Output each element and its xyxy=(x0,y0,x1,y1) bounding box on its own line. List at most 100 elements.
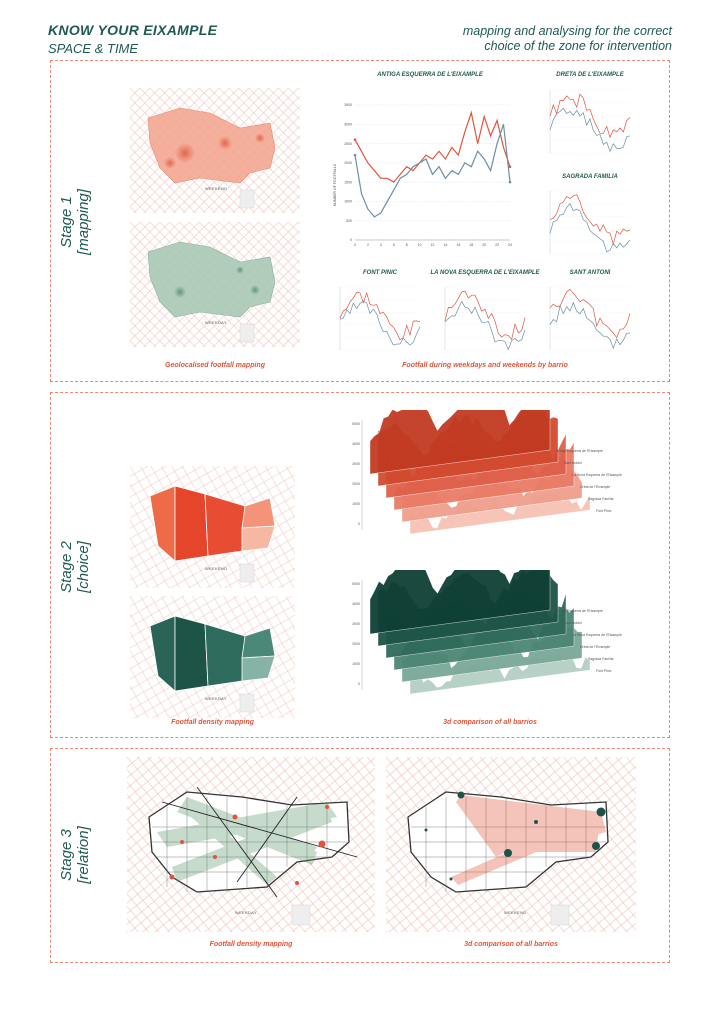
street-grid-map xyxy=(130,88,300,213)
series-label: Font Pinic xyxy=(596,509,612,513)
small-line-chart-sagrada xyxy=(549,190,631,255)
small-chart-title: SANT ANTONI xyxy=(569,270,611,276)
stage1-label-line2: [mapping] xyxy=(75,189,92,255)
map-label: WEEKEND xyxy=(205,566,228,571)
y-tick-label: 1000 xyxy=(352,662,360,666)
relation-network-map xyxy=(127,757,375,932)
x-tick-label: 16 xyxy=(456,243,460,247)
y-tick-label: 2000 xyxy=(352,642,360,646)
y-tick-label: 0 xyxy=(350,238,352,242)
series-label: Sagrada Familia xyxy=(588,497,614,501)
series-label: Font Pinic xyxy=(596,669,612,673)
barrio-density-map xyxy=(130,596,295,718)
x-tick-label: 18 xyxy=(469,243,473,247)
series-weekday-line xyxy=(354,110,511,183)
y-tick-label: 5000 xyxy=(352,582,360,586)
y-tick-label: 0 xyxy=(358,682,360,686)
stage1-label: Stage 1 [mapping] xyxy=(58,167,92,277)
series-line xyxy=(339,291,421,341)
stage1-label-line1: Stage 1 xyxy=(58,196,75,248)
stage2-caption-right: 3d comparison of all barrios xyxy=(443,719,537,726)
page-tagline: mapping and analysing for the correct ch… xyxy=(372,24,672,54)
series-line xyxy=(549,194,631,246)
map-label: WEEKEND xyxy=(504,910,527,915)
street-grid-map xyxy=(130,222,300,347)
series-endpoint xyxy=(508,165,512,169)
stage2-label: Stage 2 [choice] xyxy=(58,512,92,622)
series-line xyxy=(549,288,631,339)
y-tick-label: 3000 xyxy=(352,462,360,466)
x-tick-label: 10 xyxy=(418,243,422,247)
map-label: WEEKDAY xyxy=(205,696,227,701)
series-line xyxy=(339,300,421,346)
map-label: WEEKEND xyxy=(205,186,228,191)
stage2-panel xyxy=(50,392,670,738)
stage2-label-line1: Stage 2 xyxy=(58,541,75,593)
main-chart-ylabel: NUMBER OF FOOTFALLS xyxy=(333,163,337,206)
small-line-chart-nova-esquerra xyxy=(444,286,526,351)
main-line-chart: NUMBER OF FOOTFALLS 0 500 1000 1500 2000 2500… xyxy=(333,103,512,247)
ridge-series xyxy=(369,410,551,475)
stage3-caption-left: Footfall density mapping xyxy=(209,941,293,948)
y-tick-label: 5000 xyxy=(352,422,360,426)
series-line xyxy=(444,290,526,341)
page-title: KNOW YOUR EIXAMPLE xyxy=(48,22,218,38)
series-line xyxy=(549,203,631,253)
x-tick-label: 12 xyxy=(431,243,435,247)
page-subtitle: SPACE & TIME xyxy=(48,41,139,56)
small-line-chart-sant-antoni xyxy=(549,286,631,351)
small-chart-title: LA NOVA ESQUERRA DE L'EIXAMPLE xyxy=(430,270,540,276)
series-weekend-line xyxy=(354,124,511,218)
series-endpoint xyxy=(353,153,357,157)
x-tick-label: 2 xyxy=(367,243,369,247)
map-label: WEEKDAY xyxy=(235,910,257,915)
series-label: Dreta de l'Eixample xyxy=(580,485,610,489)
stage3-caption-right: 3d comparison of all barrios xyxy=(464,941,558,948)
3d-ridge-chart-weekend: 5000 4000 3000 2000 1000 0 Font Pinic Sagrada F… xyxy=(352,410,622,535)
series-label: Sant Antoni xyxy=(564,461,582,465)
stage3-label: Stage 3 [relation] xyxy=(58,800,92,910)
x-tick-label: 14 xyxy=(443,243,447,247)
small-line-chart-font-pinic xyxy=(339,286,421,351)
stage3-map-weekday: WEEKDAY xyxy=(127,757,375,932)
stage1-caption-left: Geolocalised footfall mapping xyxy=(165,362,265,369)
x-tick-label: 6 xyxy=(393,243,395,247)
series-line xyxy=(549,107,631,153)
x-tick-label: 4 xyxy=(380,243,382,247)
barrio-density-map xyxy=(130,466,295,588)
y-tick-label: 2000 xyxy=(352,482,360,486)
series-label: Sant Antoni xyxy=(564,621,582,625)
series-endpoint xyxy=(508,180,512,184)
series-line xyxy=(549,301,631,350)
small-chart-title: FONT PINIC xyxy=(363,270,397,276)
stage1-map-weekday: WEEKDAY xyxy=(130,222,300,347)
small-chart-title: SAGRADA FAMILIA xyxy=(562,174,618,180)
stage2-map-weekday: WEEKDAY xyxy=(130,596,295,718)
stage3-label-line2: [relation] xyxy=(75,826,92,884)
relation-network-map xyxy=(386,757,636,932)
y-tick-label: 3500 xyxy=(344,103,352,107)
series-line xyxy=(549,93,631,139)
y-tick-label: 2500 xyxy=(344,142,352,146)
y-tick-label: 500 xyxy=(346,219,352,223)
y-tick-label: 2000 xyxy=(344,161,352,165)
y-tick-label: 4000 xyxy=(352,602,360,606)
stage2-map-weekend: WEEKEND xyxy=(130,466,295,588)
stage1-map-weekend: WEEKEND xyxy=(130,88,300,213)
series-label: La Nova Esquerra de l'Eixample xyxy=(572,633,622,637)
stage1-caption-right: Footfall during weekdays and weekends by… xyxy=(402,362,568,369)
3d-ridge-chart-weekday: 5000 4000 3000 2000 1000 0 Font Pinic Sagrada F… xyxy=(352,570,622,695)
y-tick-label: 4000 xyxy=(352,442,360,446)
series-label: Sagrada Familia xyxy=(588,657,614,661)
main-chart-title: ANTIGA ESQUERRA DE L'EIXAMPLE xyxy=(377,72,483,78)
y-tick-label: 0 xyxy=(358,522,360,526)
ridge-series xyxy=(369,570,551,635)
stage3-panel xyxy=(50,748,670,963)
series-label: Antiga Esquerra de l'Eixample xyxy=(556,609,603,613)
y-tick-label: 1000 xyxy=(352,502,360,506)
series-label: Dreta de l'Eixample xyxy=(580,645,610,649)
small-chart-title: DRETA DE L'EIXAMPLE xyxy=(556,72,624,78)
x-tick-label: 22 xyxy=(495,243,499,247)
series-label: La Nova Esquerra de l'Eixample xyxy=(572,473,622,477)
series-endpoint xyxy=(353,138,357,142)
